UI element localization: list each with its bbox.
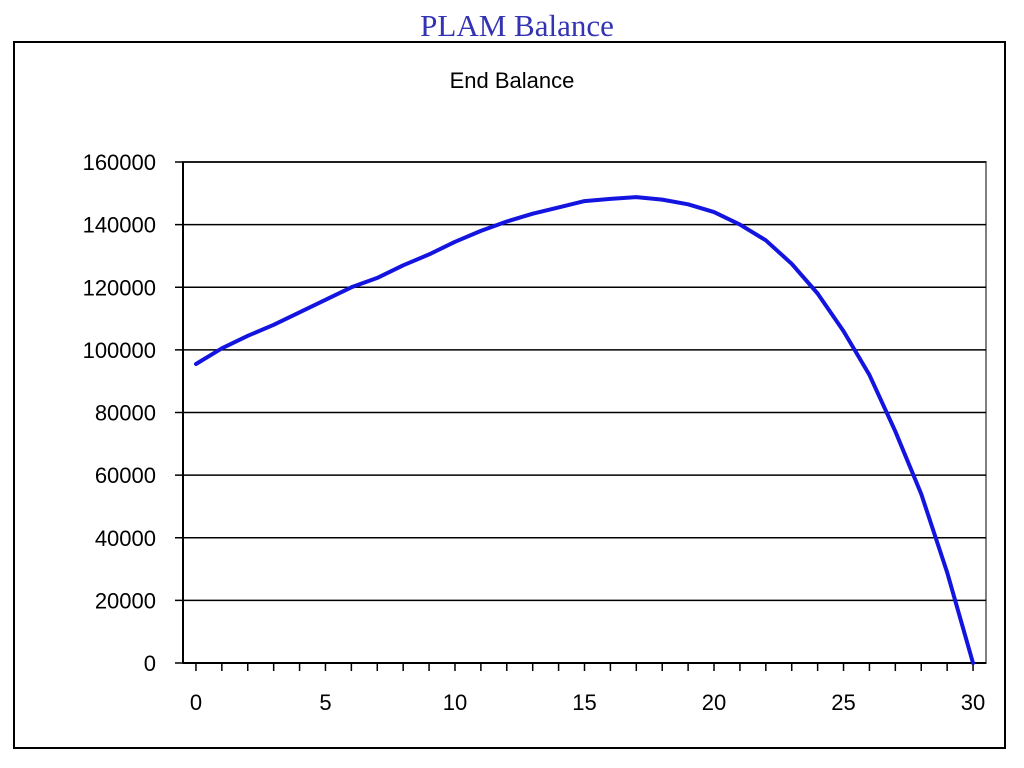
y-tick-label: 60000 [95,463,156,488]
y-tick-label: 40000 [95,526,156,551]
y-tick-label: 0 [144,651,156,676]
plot-area: 0 20000 40000 60000 80000 100000 120000 140000 1… [83,150,987,715]
x-tick-label: 20 [702,690,726,715]
x-tick-label: 25 [831,690,855,715]
y-tick-label: 80000 [95,401,156,426]
x-tick-label: 15 [572,690,596,715]
chart-title: End Balance [450,68,575,93]
x-tick-label: 30 [961,690,985,715]
x-tick-label: 0 [190,690,202,715]
y-tick-label: 20000 [95,588,156,613]
slide-title: PLAM Balance [420,8,614,43]
x-tick-label: 10 [443,690,467,715]
y-tick-label: 120000 [83,275,156,300]
series-line [194,195,975,665]
y-tick-label: 160000 [83,150,156,175]
x-tick-label: 5 [319,690,331,715]
y-tick-label: 140000 [83,213,156,238]
y-tick-label: 100000 [83,338,156,363]
